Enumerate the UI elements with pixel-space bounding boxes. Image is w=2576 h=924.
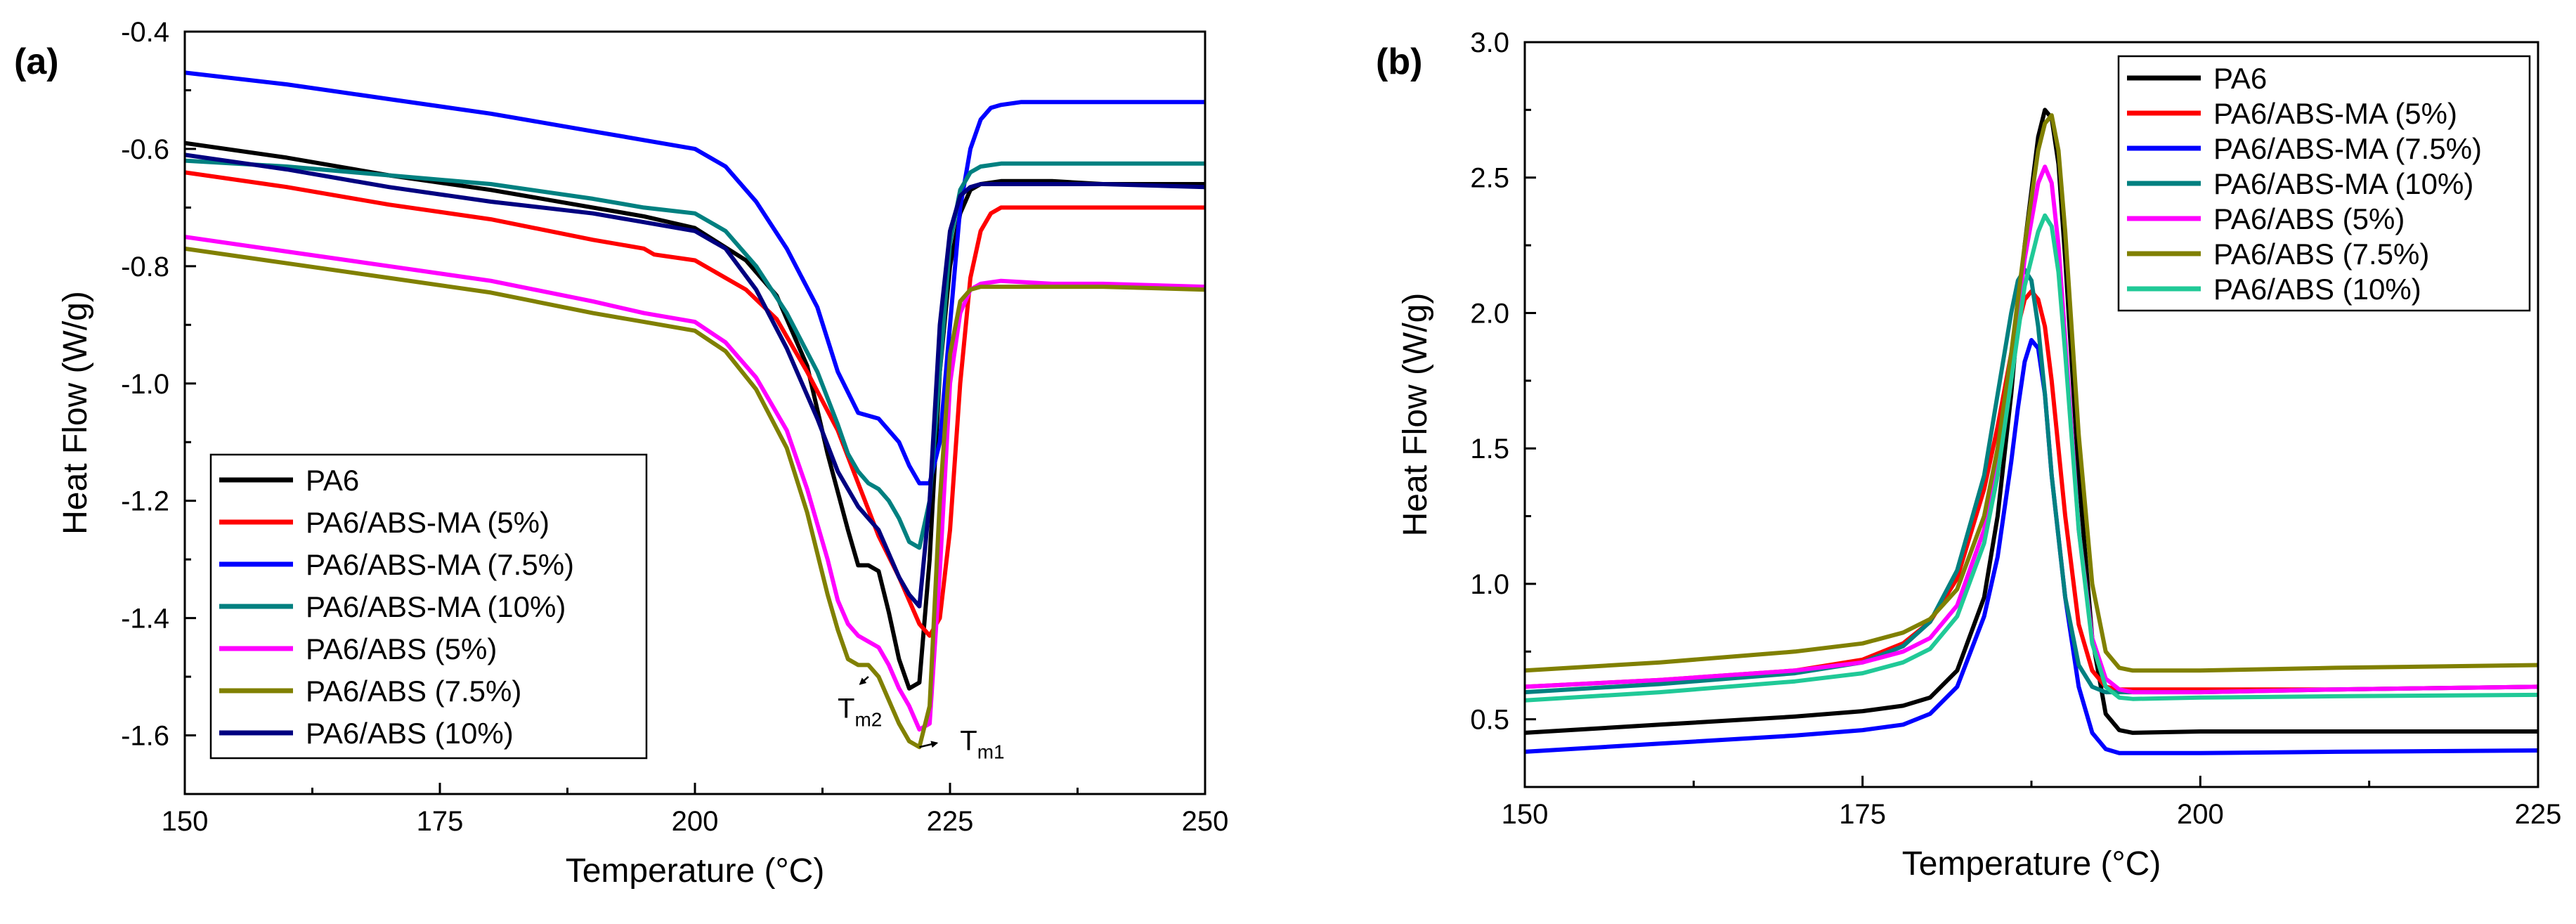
legend: PA6 PA6/ABS-MA (5%) PA6/ABS-MA (7.5%) PA6/A… — [209, 453, 648, 760]
series-line-pa6-abs-7-5 — [185, 246, 1205, 750]
y-tick-label: -1.4 — [121, 604, 169, 635]
legend-label: PA6/ABS-MA (10%) — [306, 590, 566, 623]
x-axis-title: Temperature (°C) — [1902, 845, 2161, 883]
annotation-label: Tm1 — [960, 725, 1004, 762]
series-line-pa6-abs-ma-5 — [1525, 289, 2538, 692]
annotation-label: Tm2 — [838, 694, 882, 731]
x-tick-label: 150 — [1502, 799, 1549, 830]
y-axis-title: Heat Flow (W/g) — [57, 291, 94, 535]
y-tick-label: -1.2 — [121, 486, 169, 517]
legend-label: PA6 — [306, 464, 359, 497]
panel-b: (b) 150 175 200 225 0.5 1.0 1.5 2.0 2.5 3.0 Tempera… — [1376, 27, 2561, 883]
y-tick-label: 0.5 — [1470, 705, 1509, 736]
legend-label: PA6/ABS (7.5%) — [2213, 237, 2429, 271]
x-tick-label: 175 — [1839, 799, 1886, 830]
y-tick-label: 1.0 — [1470, 569, 1509, 600]
x-tick-label: 150 — [162, 806, 209, 837]
panel-a: (a) 150 175 200 225 250 -1.6 -1.4 -1.2 -1.0 -0.8 -0… — [14, 17, 1228, 890]
legend-label: PA6/ABS-MA (7.5%) — [2213, 132, 2482, 165]
y-tick-label: 2.5 — [1470, 163, 1509, 194]
panel-label: (b) — [1376, 41, 1422, 82]
legend-label: PA6/ABS (5%) — [2213, 202, 2405, 235]
series-line-pa6-abs-10 — [185, 152, 1205, 609]
legend-label: PA6/ABS-MA (7.5%) — [306, 548, 574, 581]
legend-label: PA6/ABS (5%) — [306, 632, 497, 665]
legend-label: PA6 — [2213, 62, 2267, 95]
legend-label: PA6/ABS-MA (5%) — [306, 506, 549, 539]
y-tick-label: -1.0 — [121, 369, 169, 400]
series-line-pa6-abs-ma-7-5 — [185, 70, 1205, 486]
y-tick-label: 3.0 — [1470, 27, 1509, 58]
legend-label: PA6/ABS-MA (5%) — [2213, 97, 2457, 130]
panel-label: (a) — [14, 41, 59, 82]
y-tick-label: -0.8 — [121, 252, 169, 282]
x-tick-label: 225 — [2515, 799, 2562, 830]
series-line-pa6-abs-10 — [1525, 213, 2538, 703]
legend-label: PA6/ABS (10%) — [2213, 273, 2421, 306]
x-tick-label: 200 — [672, 806, 719, 837]
y-tick-label: 2.0 — [1470, 298, 1509, 329]
legend-label: PA6/ABS (7.5%) — [306, 675, 521, 708]
y-axis-title: Heat Flow (W/g) — [1397, 293, 1434, 537]
annotation-arrow — [919, 741, 939, 748]
series-line-pa6-abs-ma-10 — [1525, 267, 2538, 695]
y-tick-label: -0.6 — [121, 134, 169, 165]
y-tick-label: 1.5 — [1470, 434, 1509, 464]
annotation-tm2: Tm2 — [838, 676, 882, 731]
annotation-tm1: Tm1 — [919, 725, 1005, 762]
x-tick-label: 250 — [1182, 806, 1229, 837]
series-line-pa6-abs-7-5 — [1525, 113, 2538, 673]
annotation-arrow — [859, 676, 869, 685]
x-tick-label: 225 — [927, 806, 974, 837]
x-tick-label: 175 — [417, 806, 464, 837]
legend-label: PA6/ABS (10%) — [306, 717, 514, 750]
x-tick-label: 200 — [2177, 799, 2224, 830]
y-tick-label: -1.6 — [121, 721, 169, 752]
series-line-pa6 — [1525, 108, 2538, 735]
legend-label: PA6/ABS-MA (10%) — [2213, 167, 2473, 200]
series-line-pa6-abs-ma-10 — [185, 158, 1205, 550]
y-tick-label: -0.4 — [121, 17, 169, 48]
x-axis-title: Temperature (°C) — [566, 852, 825, 890]
series-line-pa6-abs-ma-7-5 — [1525, 338, 2538, 755]
series-line-pa6-abs-5 — [1525, 164, 2538, 695]
